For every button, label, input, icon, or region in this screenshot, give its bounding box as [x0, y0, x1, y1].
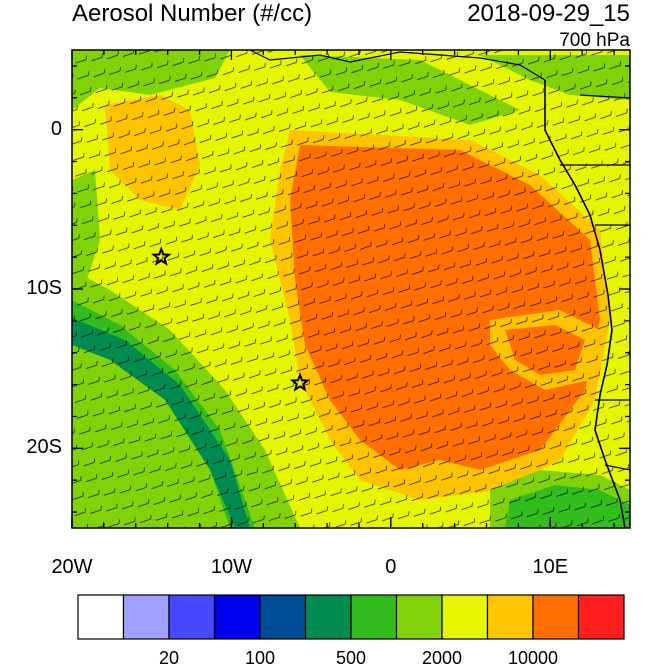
- colorbar-swatch: [77, 594, 125, 640]
- colorbar-swatch: [395, 594, 443, 640]
- colorbar-swatch: [486, 594, 534, 640]
- colorbar-label: 20: [158, 648, 180, 668]
- aerosol-field: [72, 50, 630, 528]
- station-star-south: [289, 372, 311, 392]
- colorbar-swatch: [122, 594, 170, 640]
- lon-tick-label: 10E: [532, 556, 569, 578]
- pressure-level: 700 hPa: [559, 30, 630, 51]
- colorbar-swatch: [532, 594, 580, 640]
- coastline: [544, 80, 626, 528]
- colorbar-swatch: [259, 594, 307, 640]
- colorbar-swatch: [213, 594, 261, 640]
- lon-tick-label: 10W: [210, 556, 252, 578]
- colorbar-swatch: [577, 594, 625, 640]
- colorbar-label: 500: [335, 648, 367, 668]
- colorbar-label: 2000: [421, 648, 463, 668]
- axis-ticks: [71, 50, 630, 528]
- lon-tick-label: 20W: [51, 556, 93, 578]
- colorbar: [77, 594, 625, 640]
- lon-tick-label: 0: [385, 556, 397, 578]
- colorbar-label: 100: [244, 648, 276, 668]
- station-star-west: [151, 246, 172, 266]
- colorbar-label: 10000: [507, 648, 559, 668]
- country-borders: [249, 50, 630, 471]
- lat-tick-label: 10S: [26, 277, 62, 299]
- colorbar-swatch: [304, 594, 352, 640]
- map-title: Aerosol Number (#/cc): [72, 0, 313, 27]
- map-datetime: 2018-09-29_15: [467, 0, 630, 27]
- colorbar-swatch: [441, 594, 489, 640]
- lat-tick-label: 20S: [26, 436, 62, 459]
- lat-tick-label: 0: [50, 117, 62, 140]
- colorbar-swatch: [350, 594, 398, 640]
- colorbar-swatch: [168, 594, 216, 640]
- station-markers: [151, 246, 311, 392]
